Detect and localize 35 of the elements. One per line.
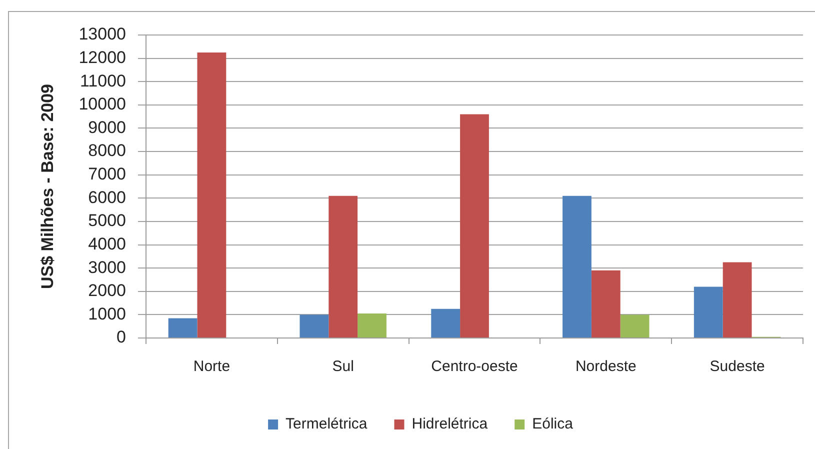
y-tick-label: 13000 — [78, 24, 126, 44]
y-tick-label: 12000 — [78, 48, 126, 67]
y-tick-label: 4000 — [88, 234, 126, 254]
y-tick-label: 9000 — [88, 118, 126, 137]
y-axis-title: US$ Milhões - Base: 2009 — [38, 84, 57, 290]
y-tick-label: 8000 — [88, 141, 126, 160]
y-tick-label: 3000 — [88, 258, 126, 277]
y-tick-label: 1000 — [88, 304, 126, 324]
bar — [591, 270, 620, 338]
bar — [694, 286, 723, 338]
y-tick-label: 11000 — [80, 71, 126, 90]
y-tick-label: 10000 — [78, 94, 126, 114]
y-tick-label: 5000 — [88, 211, 126, 230]
x-tick-label: Norte — [193, 358, 230, 376]
x-tick-label: Centro-oeste — [431, 358, 518, 376]
bar — [358, 314, 386, 338]
bar — [300, 314, 329, 338]
legend-label: Eólica — [532, 416, 574, 433]
bar — [168, 318, 198, 338]
x-tick-label: Nordeste — [575, 358, 636, 376]
x-tick-label: Sul — [332, 358, 354, 376]
y-tick-label: 0 — [116, 328, 126, 347]
y-tick-label: 7000 — [88, 164, 126, 184]
bar — [460, 114, 489, 338]
x-tick-label: Sudeste — [710, 358, 765, 376]
bar — [328, 196, 358, 338]
legend-label: Termelétrica — [286, 416, 368, 433]
y-tick-label: 6000 — [88, 188, 126, 207]
y-tick-label: 2000 — [88, 281, 126, 300]
bar — [197, 52, 226, 338]
legend-label: Hidrelétrica — [412, 416, 488, 433]
bar — [722, 262, 752, 338]
bar — [562, 196, 592, 338]
bar — [620, 314, 650, 338]
bar — [431, 308, 460, 338]
